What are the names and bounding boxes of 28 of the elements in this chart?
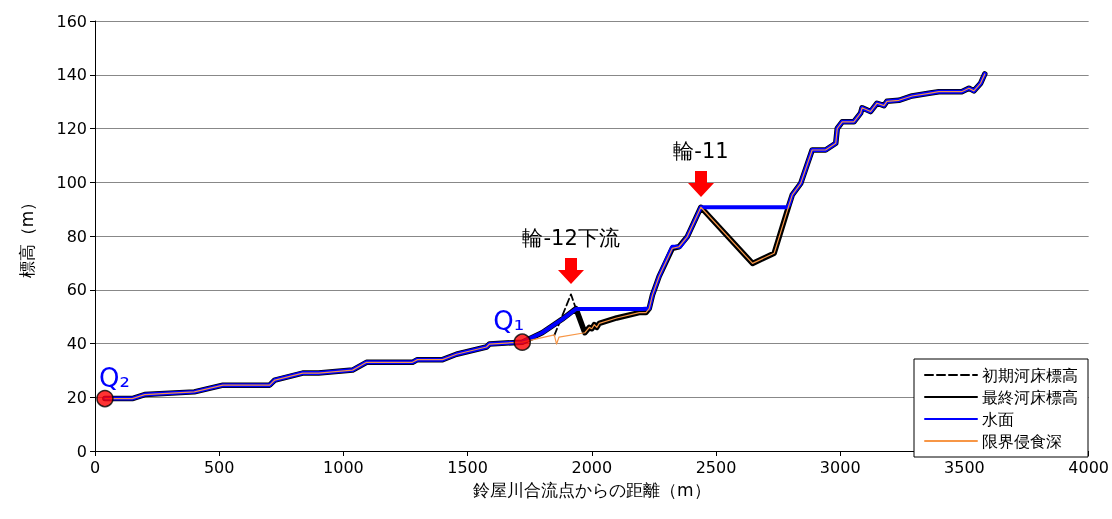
y-tick-label: 160 [56,11,87,31]
y-tick-label: 100 [56,172,87,192]
annotation: Q₁ [493,306,525,337]
legend-label: 初期河床標高 [982,365,1078,385]
y-tick-label: 140 [56,65,87,85]
annotation: 輪-12下流 [522,225,620,253]
x-tick-label: 2000 [571,457,613,477]
y-tick-label: 80 [66,226,87,246]
x-tick-label: 4000 [1068,457,1109,477]
x-tick-label: 500 [203,457,235,477]
legend-label: 限界侵食深 [982,431,1062,451]
x-tick-label: 1000 [323,457,364,477]
x-tick-label: 0 [89,457,101,477]
y-tick-label: 120 [56,119,87,138]
x-tick-label: 1500 [447,457,488,477]
legend-label: 最終河床標高 [982,387,1078,407]
y-tick-label: 60 [66,280,87,300]
annotation: 輪-11 [673,138,729,166]
x-tick-label: 3500 [944,457,985,477]
x-tick-label: 2500 [695,457,737,477]
annotation: Q₂ [99,362,130,393]
y-tick-label: 40 [66,334,87,353]
y-tick-label: 0 [76,441,87,461]
x-tick-label: 3000 [819,457,861,477]
y-tick-label: 20 [66,387,87,407]
y-axis-title: 標高（m） [16,193,37,279]
legend-label: 水面 [982,409,1014,429]
x-axis-title: 鈴屋川合流点からの距離（m） [473,479,711,500]
